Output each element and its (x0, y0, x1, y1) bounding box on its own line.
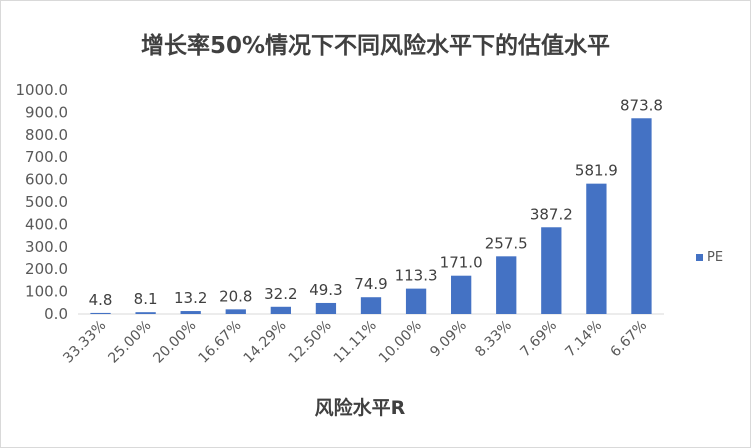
x-tick-label: 7.69% (517, 318, 560, 361)
data-label: 581.9 (575, 162, 618, 180)
y-tick-label: 900.0 (25, 103, 68, 121)
y-tick-label: 500.0 (25, 193, 68, 211)
x-tick-label: 12.50% (286, 318, 335, 367)
bar (315, 302, 337, 314)
y-tick-label: 0.0 (44, 305, 68, 323)
x-tick-label: 11.11% (331, 318, 380, 367)
y-tick-label: 700.0 (25, 148, 68, 166)
bar (541, 227, 562, 314)
data-label: 257.5 (485, 234, 528, 252)
x-tick-label: 33.33% (60, 318, 109, 367)
legend-label: PE (707, 250, 724, 265)
bar (135, 312, 156, 314)
y-tick-label: 1000.0 (16, 81, 69, 99)
x-tick-label: 10.00% (376, 318, 425, 367)
bar (496, 256, 517, 314)
bar (90, 312, 111, 314)
bar (270, 306, 291, 314)
data-label: 20.8 (219, 287, 252, 305)
chart-title: 增长率50%情况下不同风险水平下的估值水平 (140, 33, 611, 59)
data-label: 171.0 (440, 254, 483, 272)
bar (586, 183, 607, 314)
data-label: 873.8 (620, 96, 663, 114)
data-label: 49.3 (309, 281, 342, 299)
x-tick-label: 25.00% (105, 318, 154, 367)
x-axis-title: 风险水平R (314, 397, 406, 419)
y-tick-label: 400.0 (25, 215, 68, 233)
y-tick-label: 600.0 (25, 171, 68, 189)
bar (451, 275, 472, 314)
y-tick-label: 800.0 (25, 126, 68, 144)
x-tick-label: 14.29% (241, 318, 290, 367)
data-label: 113.3 (395, 267, 438, 285)
bar (405, 288, 427, 314)
x-tick-label: 7.14% (562, 318, 605, 361)
data-label: 32.2 (264, 285, 297, 303)
data-label: 74.9 (354, 275, 387, 293)
x-tick-label: 6.67% (608, 318, 651, 361)
bar (225, 309, 246, 314)
bar (631, 118, 652, 314)
legend-swatch (696, 254, 703, 261)
x-tick-label: 16.67% (196, 318, 245, 367)
x-tick-label: 8.33% (472, 318, 515, 361)
legend: PE (696, 250, 723, 265)
y-tick-label: 300.0 (25, 238, 68, 256)
y-tick-label: 200.0 (25, 260, 68, 278)
data-label: 8.1 (134, 290, 158, 308)
bar (180, 311, 201, 314)
data-label: 4.8 (89, 291, 113, 309)
x-tick-label: 9.09% (427, 318, 470, 361)
data-label: 387.2 (530, 205, 573, 223)
bar (360, 297, 382, 314)
y-tick-label: 100.0 (25, 283, 68, 301)
data-label: 13.2 (174, 289, 207, 307)
x-tick-label: 20.00% (150, 318, 199, 367)
